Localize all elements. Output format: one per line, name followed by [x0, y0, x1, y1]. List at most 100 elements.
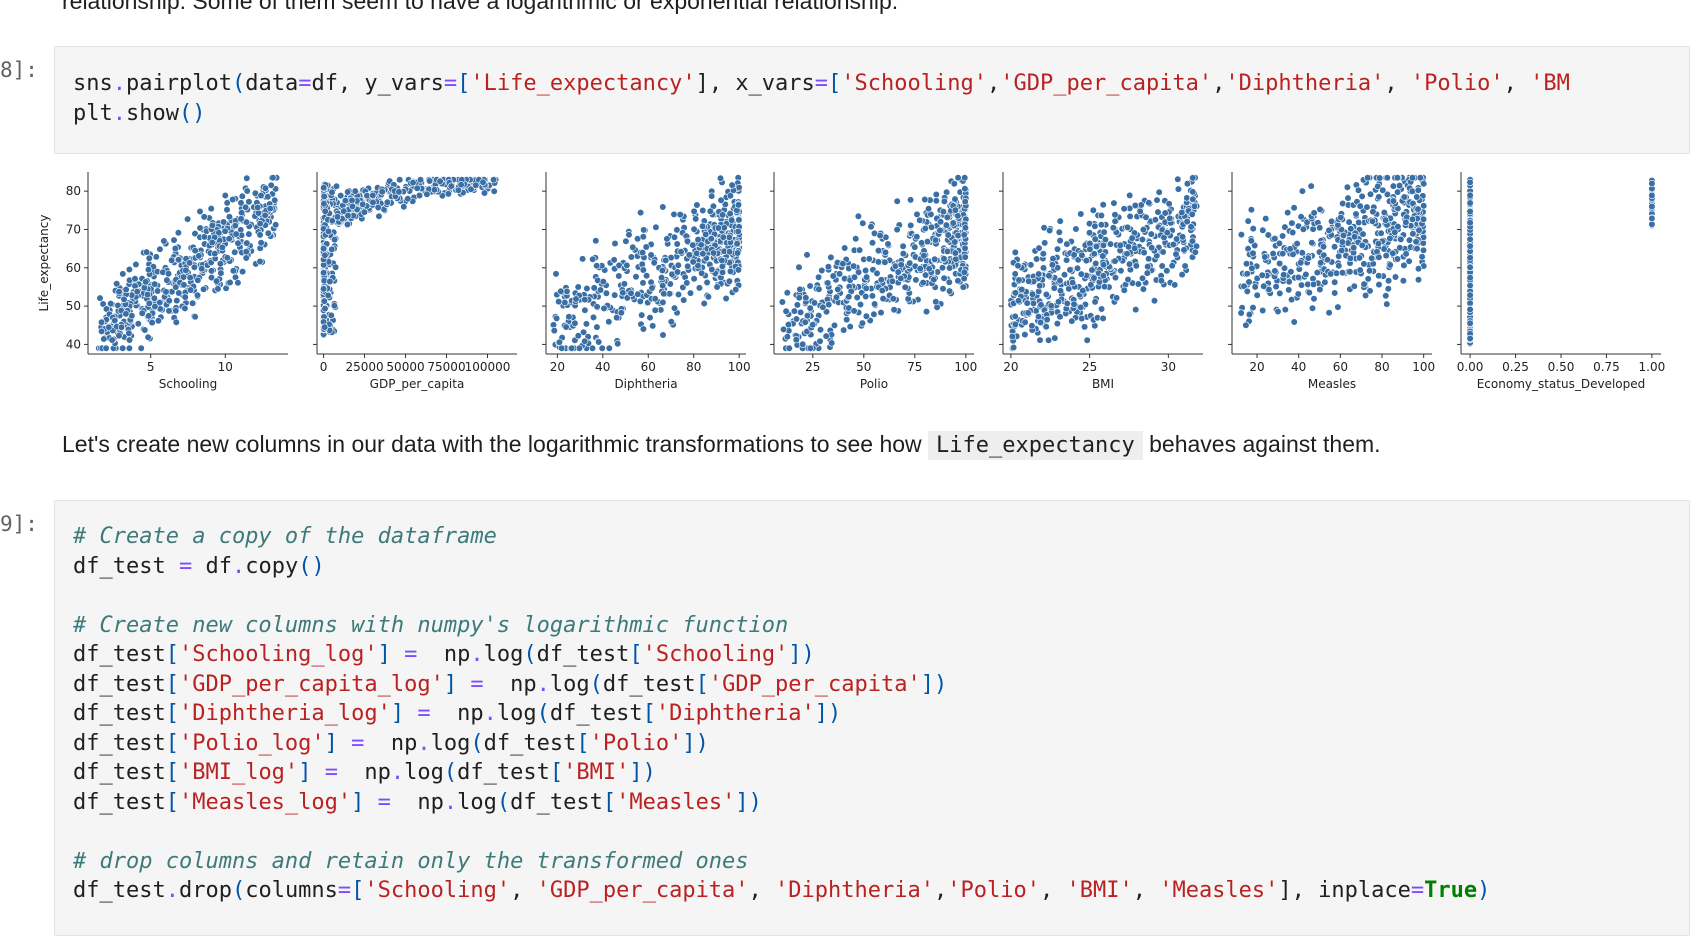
scatter-point [783, 289, 791, 297]
scatter-point [1150, 297, 1159, 305]
scatter-point [144, 266, 153, 274]
scatter-point [243, 174, 251, 182]
scatter-point [1063, 299, 1071, 308]
scatter-point [1237, 309, 1245, 317]
scatter-point [200, 213, 208, 221]
scatter-point [855, 246, 864, 254]
scatter-point [1126, 191, 1134, 200]
markdown-text: behaves against them. [1142, 431, 1381, 457]
scatter-point [562, 323, 570, 331]
scatter-point [1302, 270, 1310, 279]
scatter-point [190, 263, 198, 271]
scatter-point [174, 229, 182, 237]
scatter-point [565, 313, 573, 321]
scatter-point [867, 223, 875, 231]
scatter-point [131, 275, 139, 283]
scatter-point [849, 262, 858, 270]
scatter-point [913, 233, 921, 241]
scatter-point [1123, 223, 1132, 232]
scatter-point [374, 203, 382, 212]
scatter-point [600, 304, 608, 312]
scatter-point [180, 281, 188, 289]
code-line: # Create a copy of the dataframe [73, 524, 497, 549]
scatter-point [344, 188, 352, 196]
x-tick-label: 40 [1291, 360, 1306, 374]
x-tick-label: 50000 [386, 360, 424, 374]
code-editor[interactable]: # Create a copy of the dataframe df_test … [73, 522, 1490, 906]
scatter-point [890, 306, 898, 314]
scatter-point [156, 298, 164, 307]
scatter-point [1138, 274, 1147, 282]
scatter-point [1172, 235, 1181, 243]
scatter-point [913, 210, 921, 219]
scatter-point [1251, 241, 1259, 250]
scatter-point [579, 328, 588, 336]
scatter-point [321, 251, 329, 259]
scatter-point [102, 344, 110, 352]
scatter-point [1159, 248, 1167, 256]
scatter-point [1044, 336, 1053, 344]
code-editor[interactable]: sns.pairplot(data=df, y_vars=['Life_expe… [73, 69, 1570, 128]
code-line: df_test['Diphtheria_log'] = np.log(df_te… [73, 701, 842, 726]
scatter-point [1099, 201, 1107, 209]
scatter-point [1393, 174, 1401, 182]
scatter-point [943, 213, 951, 222]
code-cell-log-transform[interactable]: # Create a copy of the dataframe df_test … [54, 500, 1690, 936]
scatter-point [1278, 232, 1287, 240]
cell-prompt: 8]: [0, 58, 38, 82]
scatter-point [1350, 282, 1358, 290]
scatter-point [320, 285, 328, 293]
scatter-point [1188, 237, 1197, 245]
scatter-point [1143, 269, 1151, 277]
scatter-point [647, 251, 655, 259]
scatter-point [1099, 314, 1107, 322]
scatter-point [254, 203, 262, 212]
scatter-point [950, 180, 958, 188]
x-tick-label: 100 [728, 360, 751, 374]
scatter-point [581, 337, 589, 345]
scatter-point [615, 272, 623, 280]
x-tick-label: 100000 [465, 360, 511, 374]
scatter-point [841, 244, 849, 252]
scatter-point [650, 259, 658, 267]
scatter-point [1374, 239, 1383, 248]
scatter-point [1242, 321, 1250, 329]
scatter-point [648, 284, 656, 292]
scatter-point [404, 195, 412, 203]
x-axis-label: BMI [1092, 377, 1114, 391]
code-cell-pairplot[interactable]: sns.pairplot(data=df, y_vars=['Life_expe… [54, 46, 1690, 154]
markdown-text: Let's create new columns in our data wit… [62, 431, 929, 457]
scatter-point [148, 319, 156, 327]
code-line [73, 581, 1490, 611]
scatter-point [1369, 208, 1377, 216]
scatter-point [954, 174, 962, 182]
scatter-point [1011, 270, 1019, 278]
x-tick-label: 0.50 [1548, 360, 1575, 374]
scatter-point [622, 237, 630, 245]
scatter-point [1021, 331, 1029, 339]
scatter-point [1331, 289, 1339, 297]
scatter-point [961, 253, 969, 261]
scatter-point [1466, 334, 1474, 343]
scatter-point [1025, 277, 1033, 285]
scatter-point [1253, 291, 1261, 299]
scatter-point [1294, 290, 1302, 298]
scatter-point [1325, 226, 1333, 235]
scatter-point [164, 270, 173, 278]
y-tick-label: 40 [66, 337, 81, 351]
scatter-point [706, 207, 714, 215]
scatter-point [1415, 226, 1423, 234]
scatter-point [1248, 264, 1256, 272]
scatter-point [383, 198, 392, 206]
scatter-point [1172, 250, 1180, 258]
scatter-point [1297, 281, 1306, 289]
scatter-point [589, 255, 597, 263]
scatter-point [873, 269, 881, 277]
scatter-point [400, 203, 408, 211]
scatter-point [1035, 270, 1043, 278]
scatter-point [725, 277, 734, 285]
scatter-point [217, 269, 225, 277]
scatter-point [832, 293, 841, 301]
scatter-point [125, 344, 133, 352]
scatter-point [1169, 240, 1177, 249]
